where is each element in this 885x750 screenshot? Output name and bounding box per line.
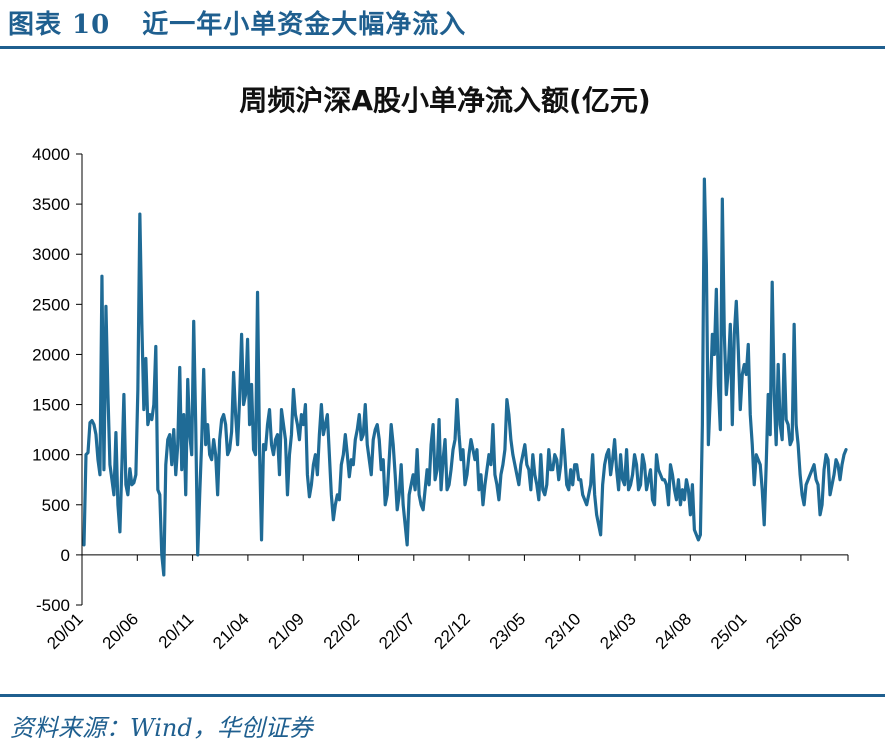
x-tick-label: 25/01 [707, 609, 751, 653]
figure-label: 图表 10 [8, 9, 111, 40]
series-line [82, 177, 848, 577]
series-group [82, 177, 848, 577]
y-tick-label: 1500 [32, 396, 70, 415]
x-tick-label: 21/09 [265, 609, 309, 653]
x-tick-label: 23/10 [541, 609, 585, 653]
figure-title: 近一年小单资金大幅净流入 [142, 9, 467, 40]
x-tick-label: 22/12 [430, 609, 474, 653]
line-chart: 周频沪深A股小单净流入额(亿元) -500 0 500 1000 1500 2000 250… [32, 84, 849, 653]
x-tick-label: 23/05 [486, 609, 530, 653]
figure-header: 图表 10 近一年小单资金大幅净流入 [0, 0, 885, 44]
x-tick-label: 22/02 [320, 609, 364, 653]
x-tick-label: 22/07 [375, 609, 419, 653]
y-axis: -500 0 500 1000 1500 2000 2500 3000 3500 4000 [32, 145, 83, 615]
y-tick-label: 2500 [32, 295, 70, 314]
chart-title: 周频沪深A股小单净流入额(亿元) [239, 84, 650, 117]
x-tick-label: 24/03 [596, 609, 640, 653]
x-tick-label: 25/06 [762, 609, 806, 653]
x-tick-label: 24/08 [652, 609, 696, 653]
y-tick-label: -500 [36, 596, 70, 615]
y-tick-label: 2000 [32, 345, 70, 364]
x-tick-label: 20/06 [99, 609, 143, 653]
source-note: 资料来源：Wind，华创证券 [10, 714, 313, 742]
footer-divider [0, 694, 885, 697]
header-divider [0, 46, 885, 49]
y-tick-label: 3500 [32, 195, 70, 214]
x-tick-label: 20/11 [155, 609, 198, 652]
y-tick-label: 1000 [32, 446, 70, 465]
y-tick-label: 4000 [32, 145, 70, 164]
y-tick-label: 500 [42, 496, 70, 515]
x-tick-label: 21/04 [209, 609, 253, 653]
y-tick-label: 3000 [32, 245, 70, 264]
x-tick-label: 20/01 [43, 609, 87, 653]
y-tick-label: 0 [61, 546, 70, 565]
